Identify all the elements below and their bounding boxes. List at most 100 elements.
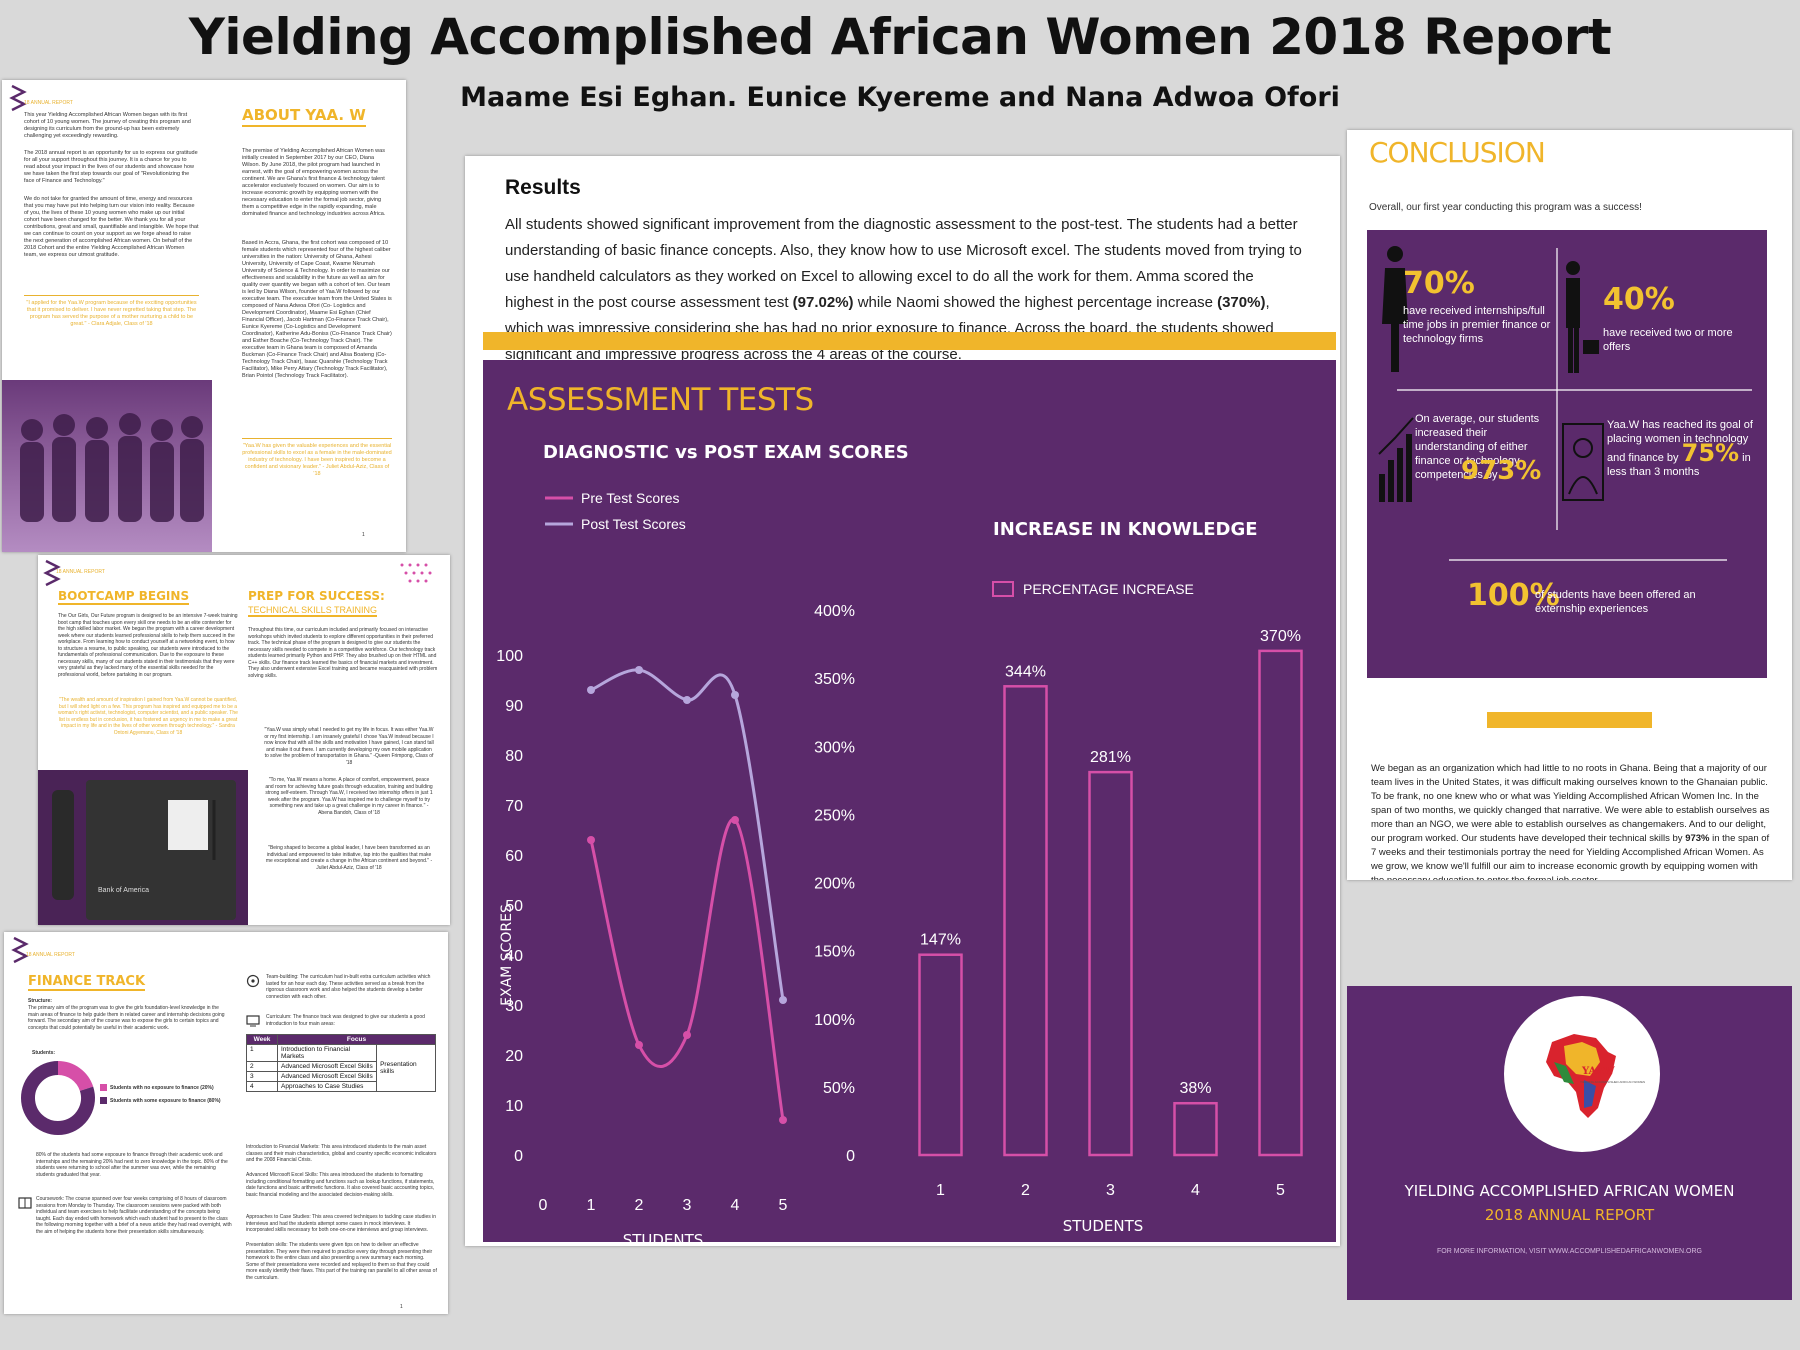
logo-text: YAAW	[1582, 1066, 1615, 1077]
stat3-text: On average, our students increased their…	[1415, 413, 1540, 481]
week-cell: 1	[246, 1044, 278, 1062]
growth-chart-icon	[1377, 414, 1415, 504]
bar-3	[1088, 770, 1133, 1157]
x-tick-label: 2	[635, 1197, 644, 1214]
closing-paragraph: We began as an organization which had li…	[1371, 762, 1771, 880]
series-line-2	[590, 668, 785, 1001]
bar-data-label: 281%	[1090, 749, 1131, 766]
data-point	[731, 691, 739, 699]
data-point	[635, 666, 643, 674]
x-tick-label: 5	[779, 1197, 788, 1214]
coursework-icon	[18, 1196, 32, 1209]
intro-markets-paragraph: Introduction to Financial Markets: This …	[246, 1144, 437, 1163]
bar-x-tick-label: 2	[1021, 1182, 1030, 1199]
x-tick-label: 0	[539, 1197, 548, 1214]
week-cell: 4	[246, 1081, 278, 1092]
yaaw-logo: YAAW YIELDING ACCOMPLISHED AFRICAN WOMEN	[1504, 996, 1660, 1152]
prep-paragraph: Throughout this time, our curriculum inc…	[248, 627, 438, 679]
data-point	[587, 836, 595, 844]
line-chart-title: DIAGNOSTIC vs POST EXAM SCORES	[543, 442, 909, 463]
curriculum-table: Week Focus 1 Introduction to Financial Ma…	[246, 1034, 436, 1092]
donut-slice-1	[57, 1061, 94, 1092]
bag-label: Bank of America	[98, 887, 149, 894]
focus-cell: Advanced Microsoft Excel Skills	[276, 1071, 378, 1082]
assessment-title: ASSESSMENT TESTS	[507, 382, 814, 418]
finance-exposure-donut	[21, 1061, 95, 1135]
about-title: ABOUT YAA. W	[242, 106, 366, 127]
legend-swatch	[100, 1097, 107, 1105]
bar-x-tick-label: 1	[936, 1182, 945, 1199]
bar-data-label: 38%	[1179, 1080, 1211, 1097]
bar-y-tick-label: 150%	[814, 944, 855, 961]
presentation-paragraph: Presentation skills: The students were g…	[246, 1242, 437, 1281]
handshake-icon	[1563, 260, 1603, 380]
naomi-increase: (370%)	[1217, 294, 1266, 311]
poster-authors: Maame Esi Eghan. Eunice Kyereme and Nana…	[460, 82, 1340, 113]
donut-slice-2	[21, 1061, 95, 1135]
case-studies-paragraph: Approaches to Case Studies: This area co…	[246, 1214, 437, 1233]
cover-footer: FOR MORE INFORMATION, VISIT WWW.ACCOMPLI…	[1437, 1248, 1702, 1255]
poster-title: Yielding Accomplished African Women 2018…	[188, 8, 1612, 66]
legend-item: Students with some exposure to finance (…	[100, 1097, 250, 1105]
data-point	[779, 996, 787, 1004]
bar-data-label: 147%	[920, 932, 961, 949]
team-icon	[246, 974, 260, 988]
stat1-text: have received internships/full time jobs…	[1403, 305, 1551, 345]
stat4-text: Yaa.W has reached its goal of placing wo…	[1607, 418, 1767, 479]
conclusion-lead: Overall, our first year conducting this …	[1369, 202, 1642, 213]
intro-paragraph-3: We do not take for granted the amount of…	[24, 196, 199, 258]
about-paragraph-1: The premise of Yielding Accomplished Afr…	[242, 148, 386, 217]
structure-paragraph: The primary aim of the program was to gi…	[28, 1005, 225, 1031]
page-header-label: 18 ANNUAL REPORT	[26, 952, 75, 958]
focus-cell: Approaches to Case Studies	[276, 1081, 378, 1092]
x-tick-label: 1	[587, 1197, 596, 1214]
page-number: 1	[362, 532, 365, 538]
legend-label: Students with no exposure to finance (20…	[110, 1084, 214, 1091]
closing-text-b: in the span of 7 weeks and their testimo…	[1371, 833, 1770, 880]
x-axis-label: STUDENTS	[623, 1231, 704, 1242]
y-tick-label: 70	[505, 798, 523, 815]
bar-x-axis-label: STUDENTS	[1063, 1217, 1144, 1235]
bar-y-tick-label: 400%	[814, 603, 855, 620]
cover-title: YIELDING ACCOMPLISHED AFRICAN WOMEN	[1404, 1182, 1735, 1200]
y-tick-label: 100	[496, 648, 523, 665]
legend-swatch	[100, 1084, 107, 1091]
page-number: 1	[400, 1304, 403, 1310]
legend-label-2: Post Test Scores	[581, 516, 686, 532]
bag-photo: Bank of America	[38, 770, 248, 925]
prep-subtitle: TECHNICAL SKILLS TRAINING	[248, 605, 378, 617]
testimonial-quote: "I applied for the Yaa.W program because…	[24, 295, 199, 328]
bar-2	[1003, 685, 1048, 1157]
stat3-number: 973%	[1461, 456, 1542, 486]
table-header-focus: Focus	[277, 1034, 436, 1045]
stat2-text: have received two or more offers	[1603, 327, 1733, 353]
bar-y-tick-label: 0	[846, 1148, 855, 1165]
bootcamp-title: BOOTCAMP BEGINS	[58, 589, 190, 605]
data-point	[779, 1116, 787, 1124]
bar-1	[918, 953, 963, 1157]
graduate-icon	[1561, 414, 1605, 504]
closing-text-a: We began as an organization which had li…	[1371, 763, 1770, 844]
squiggle-decoration	[42, 559, 62, 589]
donut-legend: Students with no exposure to finance (20…	[100, 1084, 250, 1105]
africa-map-icon	[1546, 1034, 1616, 1118]
bar-chart-title: INCREASE IN KNOWLEDGE	[993, 519, 1258, 540]
closing-number: 973%	[1685, 833, 1710, 844]
coursework-paragraph: Coursework: The course spanned over four…	[36, 1196, 232, 1235]
week-cell: 2	[246, 1061, 278, 1072]
stat2-number: 40%	[1603, 282, 1675, 317]
assessment-charts: DIAGNOSTIC vs POST EXAM SCORES Pre Test S…	[496, 442, 1303, 1242]
legend-label-1: Pre Test Scores	[581, 490, 680, 506]
report-page-finance: 18 ANNUAL REPORT FINANCE TRACK Structure…	[4, 932, 448, 1314]
page-header-label: 18 ANNUAL REPORT	[24, 100, 73, 106]
x-tick-label: 4	[731, 1197, 740, 1214]
table-row: 4 Approaches to Case Studies	[246, 1081, 436, 1092]
intro-paragraph-2: The 2018 annual report is an opportunity…	[24, 150, 198, 184]
stats-dividers	[1397, 248, 1752, 561]
testimonial-a: "Yaa.W was simply what I needed to get m…	[264, 727, 434, 766]
intro-paragraph: This year Yielding Accomplished African …	[24, 112, 191, 139]
bar-y-tick-label: 100%	[814, 1012, 855, 1029]
y-tick-label: 80	[505, 748, 523, 765]
bar-y-tick-label: 300%	[814, 739, 855, 756]
dotted-decoration	[398, 561, 442, 591]
